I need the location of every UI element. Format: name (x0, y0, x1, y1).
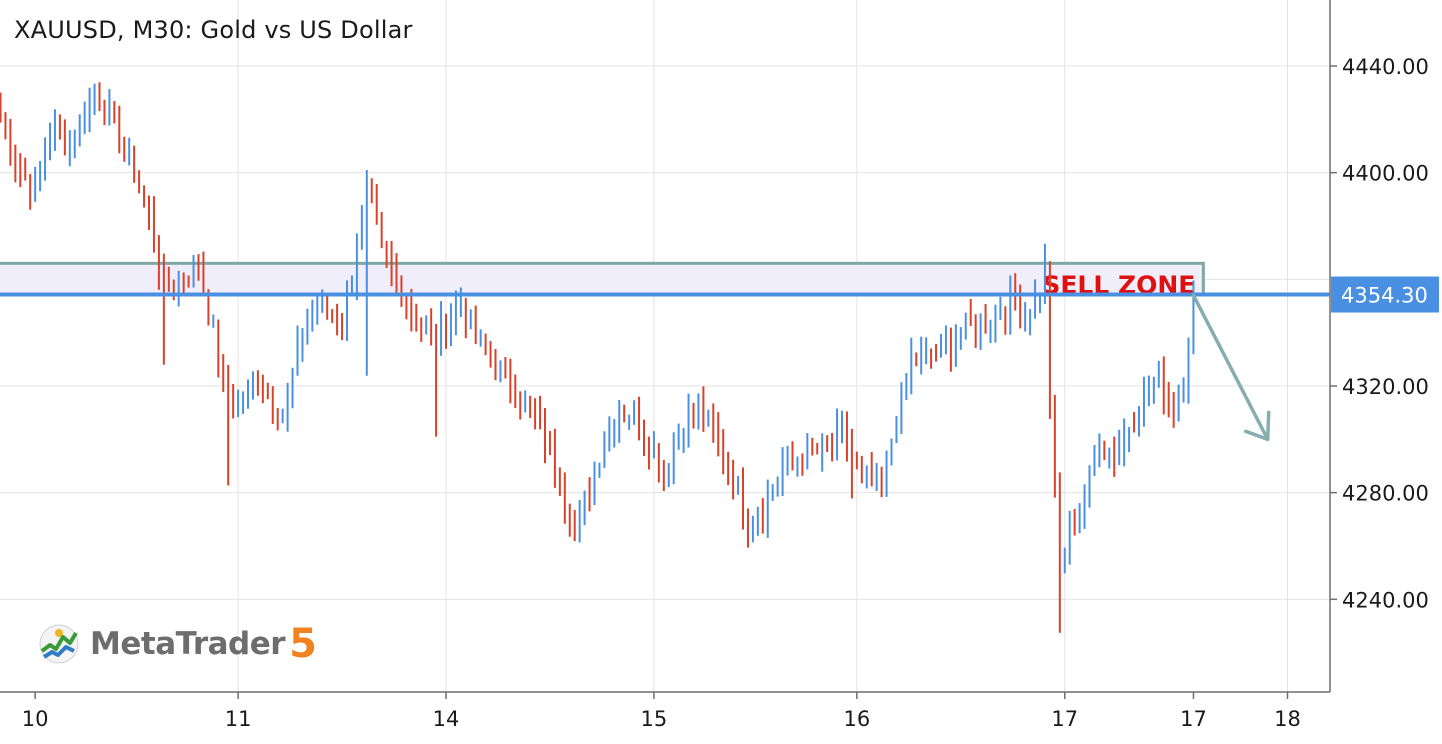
candles (0, 82, 1195, 633)
y-tick-label: 4400.00 (1342, 162, 1429, 186)
x-tick-label: 15 (641, 707, 668, 731)
metatrader-logo: MetaTrader 5 (36, 616, 317, 672)
forecast-arrow-head (1243, 410, 1271, 442)
x-tick-label: 17 (1180, 707, 1207, 731)
y-tick-label: 4440.00 (1342, 55, 1429, 79)
grid-lines (0, 0, 1330, 692)
y-tick-label: 4280.00 (1342, 482, 1429, 506)
x-tick-label: 10 (22, 707, 49, 731)
logo-version: 5 (289, 621, 317, 667)
y-tick-label: 4320.00 (1342, 375, 1429, 399)
x-tick-label: 17 (1051, 707, 1078, 731)
current-price-label: 4354.30 (1341, 284, 1428, 308)
chart-title: XAUUSD, M30: Gold vs US Dollar (14, 16, 413, 44)
x-tick-label: 18 (1274, 707, 1301, 731)
sell-zone-box (0, 261, 1205, 297)
metatrader-logo-icon (39, 624, 79, 664)
forecast-arrow-line (1191, 293, 1270, 442)
x-tick-label: 11 (225, 707, 252, 731)
y-tick-label: 4240.00 (1342, 588, 1429, 612)
sell-zone[interactable]: SELL ZONE (0, 261, 1205, 300)
x-tick-label: 14 (433, 707, 460, 731)
x-tick-label: 16 (843, 707, 870, 731)
forecast-arrow[interactable] (1191, 293, 1271, 442)
current-price-tag (1331, 276, 1439, 313)
logo-name: MetaTrader (90, 626, 286, 662)
